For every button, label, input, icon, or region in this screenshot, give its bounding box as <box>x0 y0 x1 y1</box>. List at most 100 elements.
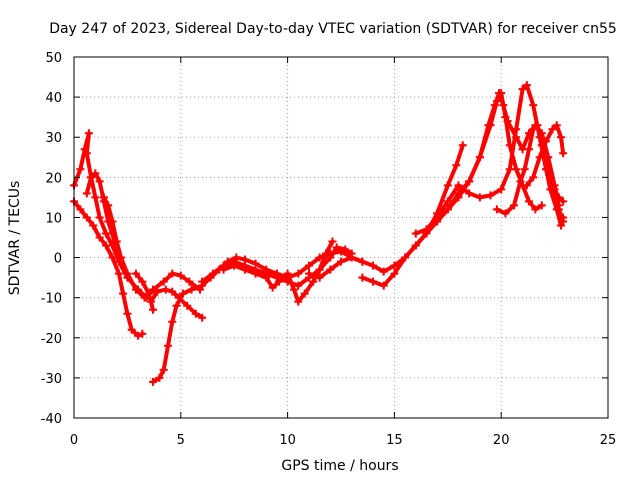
data-point <box>497 185 506 194</box>
series-points-track-14 <box>522 121 568 190</box>
y-tick-label: 20 <box>45 171 62 186</box>
data-point <box>104 201 113 210</box>
data-point <box>76 165 85 174</box>
data-point <box>490 101 499 110</box>
data-point <box>475 193 484 202</box>
series-line-track-13 <box>494 123 566 228</box>
data-point <box>131 269 140 278</box>
series-points-track-4 <box>99 193 125 262</box>
data-point <box>337 257 345 266</box>
data-point <box>484 121 493 130</box>
data-point <box>138 329 147 338</box>
data-point <box>198 313 207 322</box>
data-point <box>505 165 514 174</box>
data-point <box>268 283 277 292</box>
data-point <box>95 177 104 186</box>
series-points-track-9 <box>304 253 367 282</box>
data-point <box>503 117 512 126</box>
data-point <box>283 269 292 278</box>
x-tick-label: 5 <box>177 433 185 448</box>
data-point <box>91 193 100 202</box>
data-point <box>123 269 132 278</box>
data-point <box>486 191 495 200</box>
data-point <box>163 341 172 350</box>
data-point <box>178 289 187 298</box>
data-point <box>123 309 132 318</box>
series-points-track-15 <box>539 153 568 206</box>
data-point <box>328 237 337 246</box>
data-point <box>557 221 566 230</box>
data-point <box>198 277 207 286</box>
data-point <box>262 273 271 282</box>
y-tick-label: -10 <box>41 292 62 307</box>
data-point <box>149 377 158 386</box>
chart-title: Day 247 of 2023, Sidereal Day-to-day VTE… <box>49 21 617 37</box>
data-point <box>554 193 563 202</box>
data-point <box>559 197 568 206</box>
data-point <box>559 213 568 222</box>
data-point <box>465 189 474 198</box>
x-tick-label: 0 <box>70 433 78 448</box>
series-points-track-8 <box>219 237 337 306</box>
data-point <box>155 373 164 382</box>
data-point <box>84 129 93 138</box>
data-point <box>159 365 168 374</box>
data-point <box>522 81 531 90</box>
data-point <box>240 265 249 274</box>
data-point <box>294 281 303 290</box>
x-tick-label: 15 <box>386 433 403 448</box>
data-point <box>347 253 356 262</box>
data-point <box>341 245 350 254</box>
data-point <box>548 125 557 134</box>
data-point <box>512 133 521 142</box>
data-point <box>134 331 143 340</box>
data-point <box>172 301 181 310</box>
data-point <box>422 225 431 234</box>
data-point <box>309 277 318 286</box>
data-point <box>187 285 196 294</box>
data-point <box>95 213 104 222</box>
data-point <box>516 177 525 186</box>
data-point <box>138 277 147 286</box>
data-point <box>501 209 510 218</box>
data-point <box>443 205 452 214</box>
data-point <box>529 101 538 110</box>
x-axis: 0 5 10 15 20 25 <box>70 57 616 448</box>
data-point <box>465 177 474 186</box>
data-point <box>322 249 331 258</box>
data-point <box>454 193 463 202</box>
data-point <box>89 221 98 230</box>
data-point <box>369 261 378 270</box>
data-point <box>168 269 177 278</box>
data-point <box>159 277 168 286</box>
x-axis-label: GPS time / hours <box>281 458 398 474</box>
y-tick-label: -30 <box>41 372 62 387</box>
data-point <box>529 125 538 134</box>
plot-frame <box>73 56 609 419</box>
data-point <box>358 273 367 282</box>
y-tick-label: -40 <box>41 412 62 427</box>
data-series <box>70 81 568 386</box>
data-point <box>390 261 399 270</box>
x-tick-label: 20 <box>493 433 510 448</box>
data-point <box>208 269 217 278</box>
data-point <box>326 253 335 262</box>
data-point <box>112 237 121 246</box>
series-line-track-5 <box>133 271 205 320</box>
data-point <box>533 121 542 130</box>
data-point <box>401 253 410 262</box>
data-point <box>114 269 123 278</box>
data-point <box>411 241 420 250</box>
data-point <box>495 89 504 98</box>
grid-lines <box>74 57 608 418</box>
series-line-track-10 <box>360 143 465 288</box>
data-point <box>433 217 442 226</box>
data-point <box>294 269 303 278</box>
y-tick-label: 40 <box>45 91 62 106</box>
y-tick-label: 10 <box>45 211 62 226</box>
data-point <box>475 153 484 162</box>
data-point <box>546 173 555 182</box>
data-point <box>499 101 508 110</box>
data-point <box>390 269 399 278</box>
data-point <box>452 161 461 170</box>
